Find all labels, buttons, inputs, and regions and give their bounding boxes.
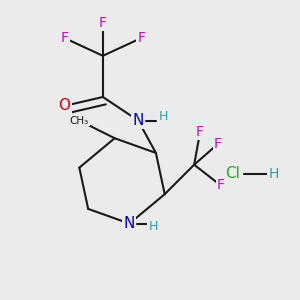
Text: H: H — [148, 220, 158, 233]
Text: H: H — [159, 110, 168, 123]
Text: Cl: Cl — [225, 166, 240, 181]
Text: F: F — [214, 137, 222, 151]
Text: F: F — [137, 31, 145, 45]
Text: O: O — [58, 98, 70, 113]
Text: N: N — [124, 216, 135, 231]
Text: F: F — [61, 31, 69, 45]
Text: F: F — [196, 125, 204, 139]
Text: F: F — [99, 16, 107, 30]
Text: F: F — [217, 178, 225, 192]
Text: H: H — [268, 167, 279, 181]
Text: CH₃: CH₃ — [70, 116, 89, 126]
Text: N: N — [133, 113, 144, 128]
